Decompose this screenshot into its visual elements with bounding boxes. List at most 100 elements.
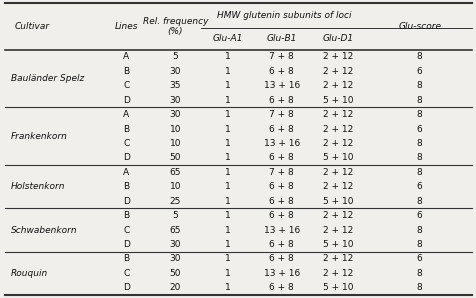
Text: A: A (123, 52, 129, 61)
Text: D: D (123, 283, 129, 292)
Text: Rouquin: Rouquin (10, 269, 48, 278)
Text: Glu-B1: Glu-B1 (266, 34, 296, 43)
Text: 2 + 12: 2 + 12 (322, 139, 352, 148)
Text: 5: 5 (172, 211, 178, 220)
Text: B: B (123, 125, 129, 134)
Text: 5 + 10: 5 + 10 (322, 283, 352, 292)
Text: 8: 8 (416, 96, 422, 105)
Text: 25: 25 (169, 197, 181, 206)
Text: 6 + 8: 6 + 8 (269, 254, 294, 263)
Text: 8: 8 (416, 139, 422, 148)
Text: 6 + 8: 6 + 8 (269, 67, 294, 76)
Text: 1: 1 (225, 52, 230, 61)
Text: 6: 6 (416, 254, 422, 263)
Text: 30: 30 (169, 110, 181, 119)
Text: 8: 8 (416, 240, 422, 249)
Text: 6 + 8: 6 + 8 (269, 283, 294, 292)
Text: 2 + 12: 2 + 12 (322, 125, 352, 134)
Text: 8: 8 (416, 197, 422, 206)
Text: B: B (123, 67, 129, 76)
Text: Schwabenkorn: Schwabenkorn (10, 226, 77, 235)
Text: 2 + 12: 2 + 12 (322, 67, 352, 76)
Text: 6: 6 (416, 211, 422, 220)
Text: 2 + 12: 2 + 12 (322, 254, 352, 263)
Text: 1: 1 (225, 110, 230, 119)
Text: Rel. frequency
(%): Rel. frequency (%) (142, 17, 208, 36)
Text: 65: 65 (169, 226, 181, 235)
Text: 10: 10 (169, 182, 181, 191)
Text: 8: 8 (416, 269, 422, 278)
Text: 2 + 12: 2 + 12 (322, 110, 352, 119)
Text: D: D (123, 197, 129, 206)
Text: 6 + 8: 6 + 8 (269, 240, 294, 249)
Text: Holstenkorn: Holstenkorn (10, 182, 65, 191)
Text: 1: 1 (225, 125, 230, 134)
Text: 6 + 8: 6 + 8 (269, 96, 294, 105)
Text: B: B (123, 211, 129, 220)
Text: 7 + 8: 7 + 8 (269, 168, 294, 177)
Text: 8: 8 (416, 283, 422, 292)
Text: 5 + 10: 5 + 10 (322, 197, 352, 206)
Text: 1: 1 (225, 211, 230, 220)
Text: 1: 1 (225, 168, 230, 177)
Text: A: A (123, 168, 129, 177)
Text: 20: 20 (169, 283, 181, 292)
Text: B: B (123, 254, 129, 263)
Text: A: A (123, 110, 129, 119)
Text: 6: 6 (416, 125, 422, 134)
Text: 6: 6 (416, 67, 422, 76)
Text: C: C (123, 139, 129, 148)
Text: Cultivar: Cultivar (15, 22, 50, 31)
Text: 1: 1 (225, 139, 230, 148)
Text: B: B (123, 182, 129, 191)
Text: 2 + 12: 2 + 12 (322, 168, 352, 177)
Text: 13 + 16: 13 + 16 (263, 226, 299, 235)
Text: C: C (123, 269, 129, 278)
Text: 65: 65 (169, 168, 181, 177)
Text: 30: 30 (169, 240, 181, 249)
Text: 5 + 10: 5 + 10 (322, 96, 352, 105)
Text: D: D (123, 240, 129, 249)
Text: 1: 1 (225, 240, 230, 249)
Text: 2 + 12: 2 + 12 (322, 52, 352, 61)
Text: 13 + 16: 13 + 16 (263, 81, 299, 90)
Text: Glu-score: Glu-score (397, 22, 440, 31)
Text: 5 + 10: 5 + 10 (322, 153, 352, 162)
Text: 35: 35 (169, 81, 181, 90)
Text: 6: 6 (416, 182, 422, 191)
Text: 1: 1 (225, 81, 230, 90)
Text: 5 + 10: 5 + 10 (322, 240, 352, 249)
Text: Bauländer Spelz: Bauländer Spelz (10, 74, 84, 83)
Text: Frankenkorn: Frankenkorn (10, 132, 68, 141)
Text: 8: 8 (416, 153, 422, 162)
Text: C: C (123, 81, 129, 90)
Text: 1: 1 (225, 254, 230, 263)
Text: 5: 5 (172, 52, 178, 61)
Text: 30: 30 (169, 96, 181, 105)
Text: 10: 10 (169, 125, 181, 134)
Text: 8: 8 (416, 52, 422, 61)
Text: 13 + 16: 13 + 16 (263, 269, 299, 278)
Text: 30: 30 (169, 67, 181, 76)
Text: 8: 8 (416, 81, 422, 90)
Text: Glu-A1: Glu-A1 (212, 34, 243, 43)
Text: 1: 1 (225, 96, 230, 105)
Text: 2 + 12: 2 + 12 (322, 211, 352, 220)
Text: D: D (123, 153, 129, 162)
Text: 2 + 12: 2 + 12 (322, 182, 352, 191)
Text: 2 + 12: 2 + 12 (322, 269, 352, 278)
Text: 6 + 8: 6 + 8 (269, 125, 294, 134)
Text: 1: 1 (225, 182, 230, 191)
Text: 1: 1 (225, 67, 230, 76)
Text: 6 + 8: 6 + 8 (269, 211, 294, 220)
Text: 6 + 8: 6 + 8 (269, 153, 294, 162)
Text: Glu-D1: Glu-D1 (322, 34, 353, 43)
Text: 8: 8 (416, 110, 422, 119)
Text: D: D (123, 96, 129, 105)
Text: HMW glutenin subunits of loci: HMW glutenin subunits of loci (217, 11, 351, 20)
Text: 8: 8 (416, 226, 422, 235)
Text: 30: 30 (169, 254, 181, 263)
Text: 7 + 8: 7 + 8 (269, 52, 294, 61)
Text: 1: 1 (225, 283, 230, 292)
Text: 10: 10 (169, 139, 181, 148)
